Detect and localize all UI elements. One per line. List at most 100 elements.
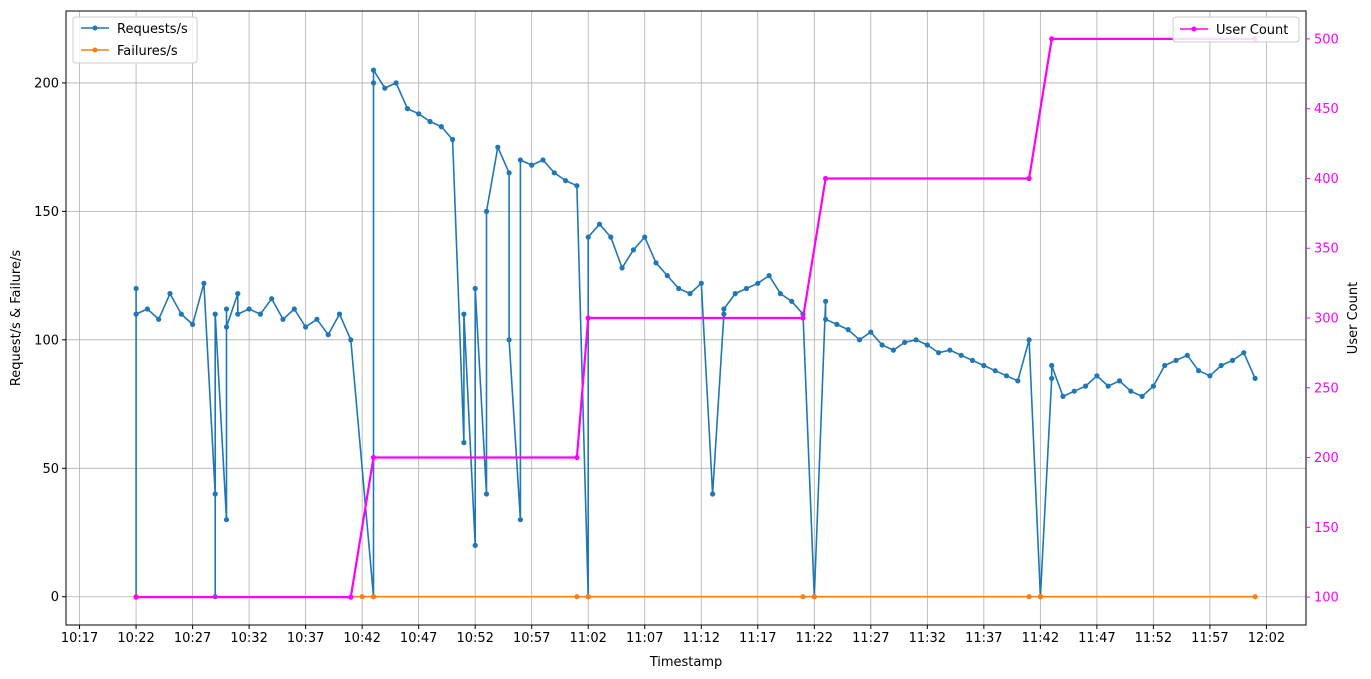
data-point-failures-s [1037, 594, 1043, 600]
plot-area [133, 36, 1258, 600]
legend-failures-marker [92, 47, 98, 53]
data-point-failures-s [370, 594, 377, 600]
y-tick-label: 200 [34, 76, 59, 91]
x-tick-label: 12:02 [1248, 631, 1285, 646]
data-point-requests-s [868, 329, 874, 335]
data-point-requests-s [156, 316, 162, 322]
data-point-requests-s [664, 273, 670, 279]
data-point-requests-s [257, 311, 263, 317]
data-point-requests-s [1060, 393, 1066, 399]
x-tick-label: 10:17 [61, 631, 98, 646]
data-point-requests-s [450, 136, 456, 143]
data-point-user-count [800, 315, 806, 321]
data-point-failures-s [1252, 594, 1258, 600]
data-point-failures-s [585, 594, 591, 600]
data-point-requests-s [201, 280, 207, 286]
data-point-requests-s [280, 316, 286, 322]
data-point-requests-s [1241, 350, 1247, 356]
data-point-requests-s [483, 208, 490, 214]
data-point-requests-s [879, 342, 885, 348]
data-point-requests-s [1229, 357, 1236, 363]
x-tick-label: 10:57 [513, 631, 550, 646]
y2-tick-label: 150 [1314, 521, 1339, 536]
data-point-requests-s [1003, 373, 1010, 379]
data-point-requests-s [190, 321, 196, 327]
y2-tick-label: 100 [1314, 591, 1339, 606]
x-axis-label: Timestamp [649, 655, 723, 670]
data-point-user-count [370, 454, 377, 461]
data-point-requests-s [540, 157, 546, 163]
data-point-requests-s [608, 234, 614, 240]
data-point-requests-s [472, 542, 478, 549]
data-point-requests-s [1139, 393, 1145, 399]
data-point-requests-s [687, 291, 693, 297]
data-point-requests-s [789, 298, 795, 304]
data-point-requests-s [1049, 362, 1055, 369]
y2-tick-label: 400 [1314, 172, 1339, 187]
data-point-requests-s [382, 85, 388, 91]
data-point-requests-s [936, 350, 942, 356]
data-point-requests-s [144, 306, 150, 312]
data-point-requests-s [517, 157, 524, 163]
data-point-requests-s [416, 111, 422, 117]
data-point-requests-s [325, 332, 331, 338]
data-point-requests-s [563, 178, 569, 184]
data-point-requests-s [1026, 337, 1032, 343]
y2-tick-label: 250 [1314, 381, 1339, 396]
x-tick-label: 11:42 [1022, 631, 1059, 646]
x-tick-label: 10:42 [343, 631, 380, 646]
data-point-requests-s [902, 339, 908, 345]
data-point-user-count [585, 315, 591, 321]
data-point-requests-s [212, 311, 218, 317]
x-tick-label: 11:02 [569, 631, 606, 646]
x-tick-label: 10:32 [230, 631, 267, 646]
data-point-requests-s [133, 285, 139, 292]
data-point-requests-s [676, 285, 682, 292]
x-tick-label: 10:47 [400, 631, 437, 646]
data-point-user-count [574, 454, 580, 461]
data-point-user-count [348, 594, 354, 600]
x-tick-label: 11:07 [626, 631, 663, 646]
legend-usercount-label: User Count [1216, 23, 1288, 38]
data-point-requests-s [461, 440, 467, 446]
data-point-requests-s [1196, 368, 1202, 374]
data-point-requests-s [461, 311, 467, 317]
data-point-requests-s [574, 183, 580, 189]
x-tick-label: 10:52 [456, 631, 493, 646]
y2-tick-label: 500 [1314, 32, 1339, 47]
data-point-requests-s [721, 306, 727, 312]
x-tick-label: 11:37 [965, 631, 1002, 646]
data-point-requests-s [890, 347, 897, 353]
data-point-requests-s [133, 311, 139, 317]
x-tick-label: 11:27 [852, 631, 889, 646]
data-point-user-count [823, 175, 829, 182]
x-tick-label: 11:22 [796, 631, 833, 646]
data-point-requests-s [1207, 373, 1213, 379]
data-point-failures-s [811, 594, 817, 600]
data-point-requests-s [1083, 383, 1089, 389]
data-point-requests-s [1252, 375, 1258, 381]
data-point-requests-s [303, 324, 309, 330]
data-point-requests-s [947, 347, 953, 353]
legend-right: User Count [1172, 16, 1300, 43]
y-tick-label: 100 [34, 333, 59, 348]
data-point-requests-s [981, 362, 987, 369]
data-point-requests-s [743, 285, 750, 292]
axes: 10:17 10:22 10:27 10:32 10:37 10:42 10:47 10:52… [34, 32, 1339, 646]
data-point-requests-s [370, 67, 377, 73]
data-point-requests-s [845, 327, 851, 333]
data-point-requests-s [721, 311, 727, 317]
y-axis-label: Request/s & Failure/s [9, 250, 24, 387]
data-point-requests-s [1218, 362, 1224, 369]
data-point-requests-s [596, 221, 603, 227]
legend-usercount-marker [1191, 26, 1197, 32]
data-point-requests-s [1049, 375, 1055, 381]
data-point-requests-s [913, 337, 919, 343]
y2-tick-label: 300 [1314, 312, 1339, 327]
data-point-requests-s [698, 280, 704, 286]
data-point-failures-s [800, 594, 806, 600]
y-tick-label: 150 [34, 205, 59, 220]
data-point-requests-s [223, 324, 230, 330]
legend-right-box [1172, 16, 1300, 43]
